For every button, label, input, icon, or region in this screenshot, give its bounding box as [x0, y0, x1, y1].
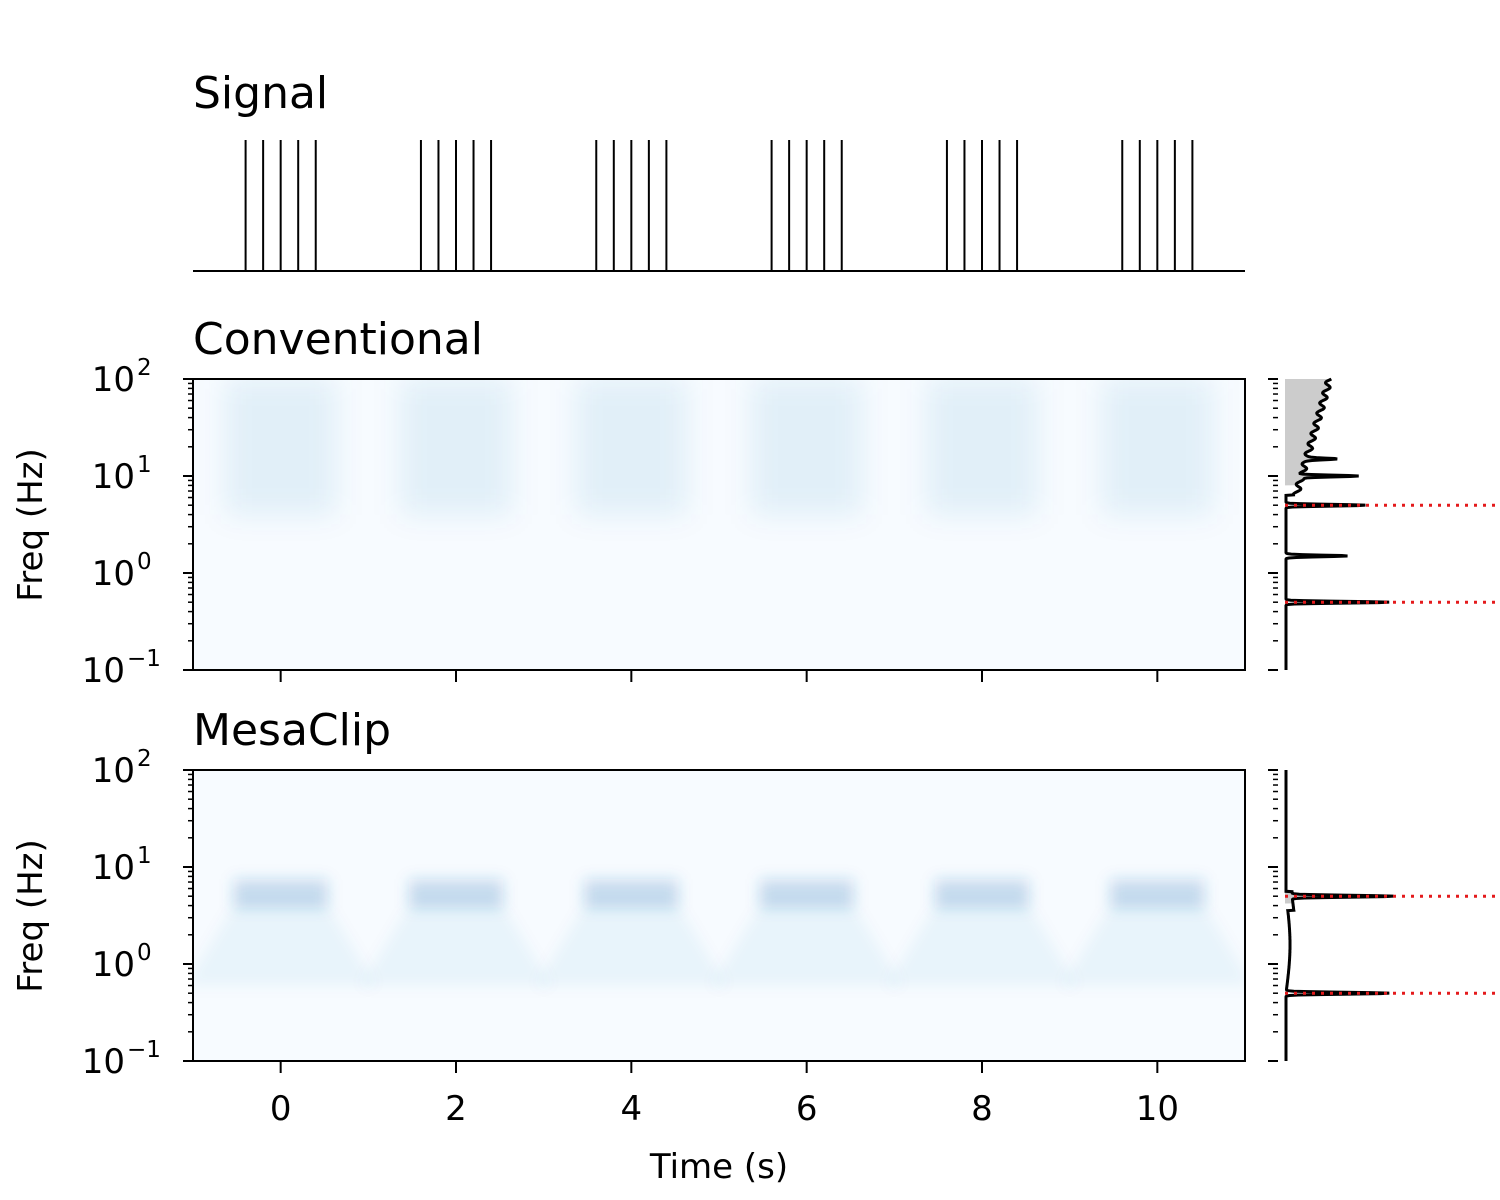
mesaclip-title: MesaClip	[193, 705, 391, 756]
marginal-curve	[1284, 377, 1390, 670]
burst-fan	[1062, 896, 1245, 986]
conventional-heatmap-bg	[193, 379, 1245, 670]
mesaclip-ytick-base: 10	[82, 1042, 125, 1082]
burst-halo	[759, 879, 854, 908]
burst-fan	[193, 896, 376, 986]
burst-fan	[711, 896, 902, 986]
burst-fan	[360, 896, 552, 986]
conventional-ylabel: Freq (Hz)	[11, 448, 51, 602]
burst-halo	[934, 879, 1030, 908]
xtick-label: 6	[796, 1089, 818, 1129]
conventional-ytick-base: 10	[82, 651, 125, 691]
burst-halo	[408, 879, 504, 908]
mesaclip-heatmap-bg	[193, 770, 1245, 1061]
conventional-heatmap	[192, 378, 1246, 671]
signal-title: Signal	[193, 68, 328, 119]
mesaclip-ytick-exp: 2	[137, 746, 152, 772]
xtick-label: 4	[621, 1089, 643, 1129]
mesaclip-ytick-base: 10	[92, 945, 135, 985]
marginal-fill	[1285, 379, 1359, 486]
mesaclip-ytick-exp: 0	[137, 940, 152, 966]
xtick-label: 10	[1136, 1089, 1179, 1129]
conventional-ytick-exp: 0	[137, 549, 152, 575]
mesaclip-frame	[192, 769, 1246, 1062]
marginal-curve	[1284, 770, 1394, 1061]
burst-halo	[233, 879, 328, 908]
burst-fan	[886, 896, 1078, 986]
burst-fan	[536, 896, 727, 986]
mesaclip-ytick-base: 10	[92, 848, 135, 888]
xtick-label: 2	[445, 1089, 467, 1129]
conventional-ytick-base: 10	[92, 554, 135, 594]
conventional-ytick-base: 10	[92, 360, 135, 400]
xtick-label: 0	[270, 1089, 292, 1129]
burst-halo	[1110, 879, 1205, 908]
conventional-ytick-exp: −1	[127, 646, 161, 672]
conventional-ytick-base: 10	[92, 457, 135, 497]
signal-panel	[193, 140, 1245, 272]
conventional-ytick-exp: 1	[137, 452, 152, 478]
mesaclip-ytick-exp: −1	[127, 1037, 161, 1063]
conventional-marginal	[1268, 377, 1500, 671]
conventional-frame	[192, 378, 1246, 671]
conventional-title: Conventional	[193, 314, 483, 365]
mesaclip-marginal	[1268, 769, 1500, 1062]
conventional-ytick-exp: 2	[137, 355, 152, 381]
xtick-label: 8	[971, 1089, 993, 1129]
mesaclip-ylabel: Freq (Hz)	[11, 839, 51, 993]
xlabel: Time (s)	[649, 1147, 788, 1187]
mesaclip-ytick-exp: 1	[137, 843, 152, 869]
burst-halo	[584, 879, 679, 908]
mesaclip-ytick-base: 10	[92, 751, 135, 791]
mesaclip-heatmap	[192, 769, 1246, 1062]
